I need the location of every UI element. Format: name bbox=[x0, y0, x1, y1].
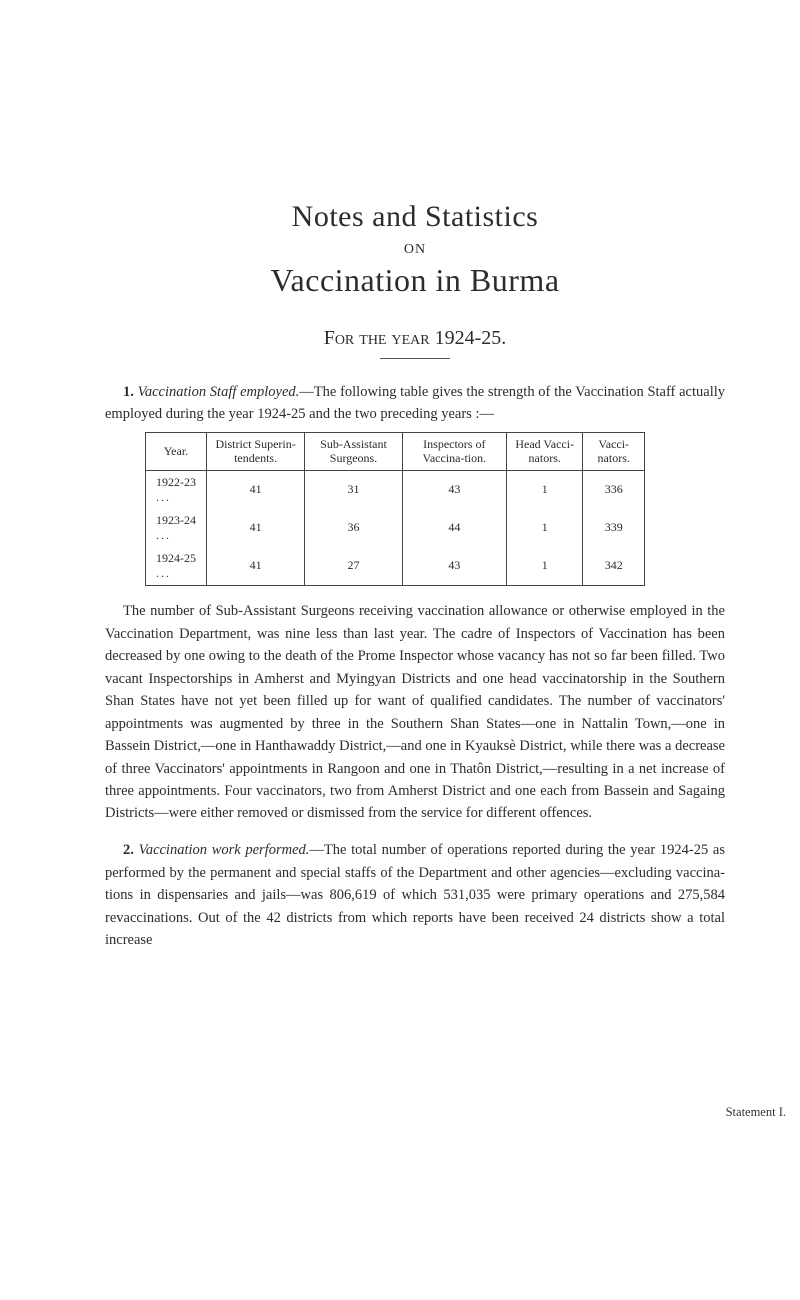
table-header-row: Year. District Superin-tendents. Sub-Ass… bbox=[146, 432, 645, 470]
table-row: 1922-23 ... 41 31 43 1 336 bbox=[146, 470, 645, 509]
subtitle-range: 1924-25. bbox=[435, 327, 507, 349]
subtitle-prefix: For the year bbox=[324, 327, 430, 349]
col-inspectors-vaccination: Inspectors of Vaccina-tion. bbox=[402, 432, 506, 470]
table-row: 1924-25 ... 41 27 43 1 342 bbox=[146, 547, 645, 586]
paragraph-2: The number of Sub-Assistant Surgeons rec… bbox=[105, 600, 725, 825]
cell-year: 1923-24 ... bbox=[146, 509, 207, 547]
para3-lead-number: 2. bbox=[123, 842, 134, 858]
cell: 41 bbox=[206, 470, 304, 509]
cell: 336 bbox=[583, 470, 645, 509]
cell-year: 1922-23 ... bbox=[146, 470, 207, 509]
para3-italic-heading: Vaccination work performed. bbox=[139, 842, 310, 858]
page-container: Notes and Statistics ON Vaccination in B… bbox=[0, 0, 800, 1300]
cell: 27 bbox=[305, 547, 402, 586]
margin-note-statement-1: Statement I. bbox=[726, 1105, 786, 1120]
paragraph-3: 2. Vaccination work performed.—The total… bbox=[105, 839, 725, 951]
cell: 1 bbox=[507, 509, 583, 547]
cell: 339 bbox=[583, 509, 645, 547]
cell: 44 bbox=[402, 509, 506, 547]
cell: 342 bbox=[583, 547, 645, 586]
para3-dash: — bbox=[309, 842, 324, 858]
staff-table-wrap: Year. District Superin-tendents. Sub-Ass… bbox=[145, 432, 645, 586]
cell: 43 bbox=[402, 547, 506, 586]
cell: 41 bbox=[206, 547, 304, 586]
cell: 41 bbox=[206, 509, 304, 547]
paragraph-1: 1. Vaccination Staff employed.—The follo… bbox=[105, 381, 725, 426]
col-year: Year. bbox=[146, 432, 207, 470]
title-line-2: Vaccination in Burma bbox=[105, 262, 725, 299]
cell: 1 bbox=[507, 470, 583, 509]
staff-table: Year. District Superin-tendents. Sub-Ass… bbox=[145, 432, 645, 586]
title-line-1: Notes and Statistics bbox=[105, 200, 725, 234]
para1-lead-number: 1. bbox=[123, 384, 134, 400]
col-district-superintendents: District Superin-tendents. bbox=[206, 432, 304, 470]
cell: 1 bbox=[507, 547, 583, 586]
col-head-vaccinators: Head Vacci-nators. bbox=[507, 432, 583, 470]
cell: 36 bbox=[305, 509, 402, 547]
col-vaccinators: Vacci-nators. bbox=[583, 432, 645, 470]
divider-under-subtitle bbox=[380, 358, 450, 359]
title-on: ON bbox=[105, 242, 725, 258]
cell-year: 1924-25 ... bbox=[146, 547, 207, 586]
para1-dash: — bbox=[299, 384, 314, 400]
para1-italic-heading: Vaccination Staff employed. bbox=[138, 384, 300, 400]
table-row: 1923-24 ... 41 36 44 1 339 bbox=[146, 509, 645, 547]
cell: 31 bbox=[305, 470, 402, 509]
col-sub-assistant-surgeons: Sub-Assistant Surgeons. bbox=[305, 432, 402, 470]
cell: 43 bbox=[402, 470, 506, 509]
subtitle-year: For the year 1924-25. bbox=[105, 327, 725, 350]
